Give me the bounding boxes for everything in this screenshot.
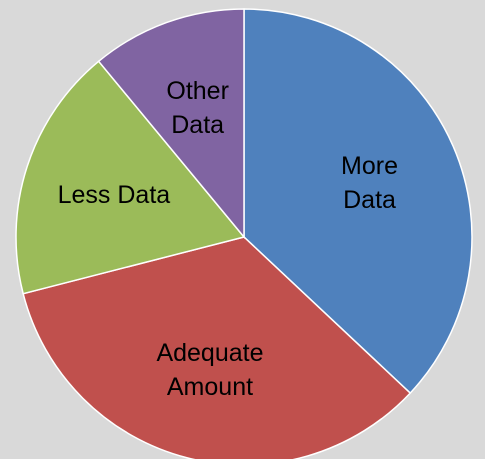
pie-slice [22, 236, 412, 459]
slice-label: Other Data [166, 77, 229, 140]
slice-label: Adequate Amount [156, 338, 264, 401]
pie-slice [97, 8, 245, 240]
slice-label: Less Data [57, 180, 171, 209]
pie-slice [243, 8, 473, 395]
pie-slice [15, 60, 246, 295]
slice-label: More Data [341, 151, 399, 214]
